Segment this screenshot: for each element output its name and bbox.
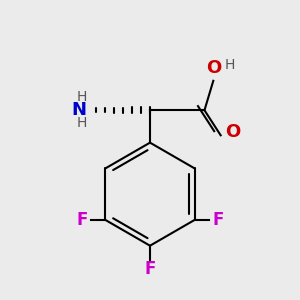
Text: F: F (76, 211, 88, 229)
Text: H: H (77, 116, 88, 130)
Text: H: H (224, 58, 235, 72)
Text: N: N (72, 101, 87, 119)
Text: F: F (212, 211, 224, 229)
Text: H: H (77, 90, 88, 104)
Text: O: O (225, 123, 240, 141)
Text: F: F (144, 260, 156, 278)
Text: O: O (206, 58, 221, 76)
